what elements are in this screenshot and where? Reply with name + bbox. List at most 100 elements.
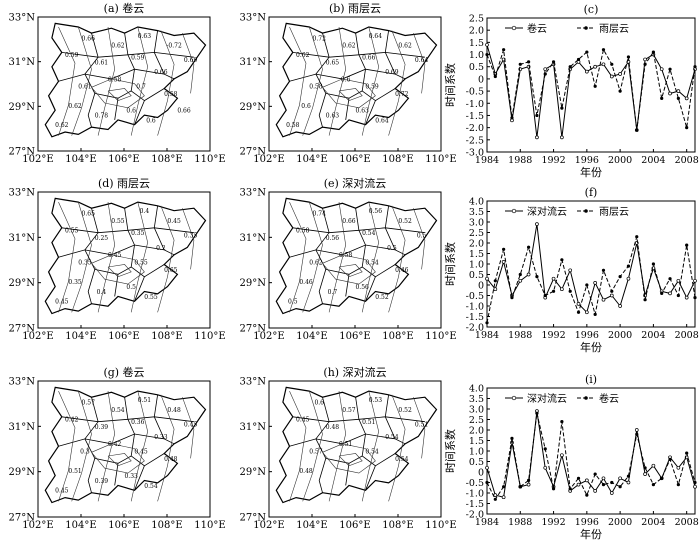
map-x-tick-label: 106°E xyxy=(108,520,139,531)
contour-line xyxy=(328,202,347,313)
data-point xyxy=(551,60,556,64)
data-point xyxy=(685,126,689,130)
contour-line xyxy=(58,26,76,136)
data-point xyxy=(510,116,514,120)
data-point xyxy=(485,42,489,47)
y-tick-label: -3.0 xyxy=(466,148,484,159)
county-boundary xyxy=(375,264,396,278)
y-tick-label: 1.0 xyxy=(469,260,484,271)
data-point xyxy=(568,289,572,293)
contour-line xyxy=(107,264,132,278)
county-boundary xyxy=(114,463,119,486)
contour-label: 0.57 xyxy=(309,449,323,456)
data-point xyxy=(526,272,531,277)
map-x-tick-label: 104°E xyxy=(296,520,327,531)
map-y-tick-label: 33°N xyxy=(9,13,36,24)
county-boundary xyxy=(315,32,330,128)
series-line xyxy=(486,411,696,498)
province-outline xyxy=(44,386,207,504)
county-boundary xyxy=(61,416,194,423)
data-point xyxy=(584,310,589,315)
legend-label: 深对流云 xyxy=(527,392,567,405)
data-point xyxy=(493,74,497,79)
county-boundary xyxy=(355,33,376,125)
x-tick-label: 2004 xyxy=(641,330,665,341)
map-frame xyxy=(37,16,211,152)
y-tick-label: 1.5 xyxy=(469,38,484,49)
contour-line xyxy=(338,453,363,467)
series-line xyxy=(486,413,696,501)
x-tick-label: 2004 xyxy=(641,155,665,166)
x-axis-label: 年份 xyxy=(580,340,602,354)
x-tick-label: 1996 xyxy=(575,517,599,528)
y-tick-label: 1.5 xyxy=(469,436,484,447)
map-title: (d) 雨层云 xyxy=(98,177,150,190)
data-point xyxy=(601,483,606,487)
contour-label: 0.62 xyxy=(309,260,323,267)
province-outline xyxy=(275,22,438,138)
contour-line xyxy=(130,391,149,502)
data-point xyxy=(501,495,506,500)
map-title: (h) 深对流云 xyxy=(323,365,386,379)
county-boundary xyxy=(325,266,363,275)
county-boundary xyxy=(144,264,165,278)
contour-label: 0.72 xyxy=(313,35,327,42)
county-boundary xyxy=(114,98,119,120)
data-point xyxy=(576,57,581,62)
data-point xyxy=(618,89,622,93)
y-tick-label: 4.0 xyxy=(469,384,484,395)
y-tick-label: 0.5 xyxy=(469,270,484,281)
county-boundary xyxy=(58,433,175,447)
map-y-tick-label: 29°N xyxy=(240,467,267,478)
contour-line xyxy=(388,394,406,502)
contour-label: 0.56 xyxy=(369,208,383,215)
data-point xyxy=(510,436,514,440)
map-panel: (e) 深对流云 0.74 0.66 0.56 0.52 0.5 0.58 0.56 0.54 0… xyxy=(240,176,457,342)
data-point xyxy=(618,304,622,308)
y-tick-label: 2.5 xyxy=(469,228,484,239)
x-tick-label: 1988 xyxy=(508,155,532,166)
contour-label: 0.61 xyxy=(95,59,108,66)
data-point xyxy=(618,476,622,481)
x-tick-label: 1992 xyxy=(541,330,565,341)
map-panel: (a) 卷云 0.66 0.62 0.63 -0.720.69 0.59 0.61 0.59 0… xyxy=(9,1,226,165)
x-axis-label: 年份 xyxy=(580,527,602,541)
county-boundary xyxy=(114,274,119,297)
contour-line xyxy=(413,397,426,459)
data-point xyxy=(668,67,672,71)
county-boundary xyxy=(325,90,363,99)
data-point xyxy=(526,482,531,487)
contour-label: 0.66 xyxy=(82,35,96,42)
contour-label: 0.42 xyxy=(65,417,79,424)
data-point xyxy=(693,278,697,283)
contour-line xyxy=(328,391,347,502)
data-point xyxy=(676,465,681,470)
contour-label: 0.5 xyxy=(126,284,136,291)
map-y-tick-label: 33°N xyxy=(240,13,267,24)
legend-marker xyxy=(584,209,588,213)
map-x-tick-label: 104°E xyxy=(296,331,327,342)
series-line xyxy=(486,236,696,323)
contour-label: 0.45 xyxy=(184,422,198,429)
map-x-tick-label: 106°E xyxy=(339,331,370,342)
contour-label: 0.59 xyxy=(365,84,379,91)
county-boundary xyxy=(94,90,132,99)
contour-label: 0.63 xyxy=(355,108,369,115)
contour-label: 0.69 xyxy=(385,69,399,76)
map-x-tick-label: 102°E xyxy=(22,331,53,342)
data-point xyxy=(576,476,581,480)
contour-line xyxy=(91,254,145,285)
map-panel: (d) 雨层云 0.65 0.55 0.4 0.45 0.35 0.55 0.25 0.35 0.… xyxy=(9,177,226,342)
contour-label: 0.54 xyxy=(144,483,158,490)
contour-label: 0.78 xyxy=(95,112,109,119)
y-tick-label: 2.5 xyxy=(469,415,484,426)
data-point xyxy=(568,268,573,273)
contour-line xyxy=(58,201,76,313)
map-y-tick-label: 27°N xyxy=(9,147,36,158)
chart-title: (i) xyxy=(585,373,597,386)
contour-line xyxy=(338,264,363,278)
data-point xyxy=(626,55,631,59)
contour-label: 0.66 xyxy=(177,108,191,115)
data-point xyxy=(560,287,564,292)
